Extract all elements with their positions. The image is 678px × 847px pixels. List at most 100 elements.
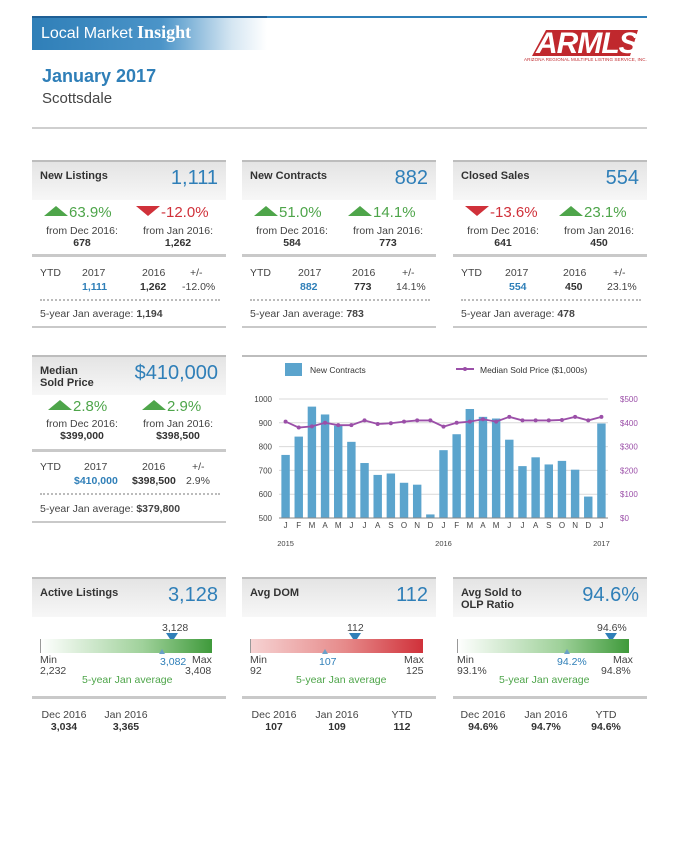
gauge-current-label: 112: [347, 622, 364, 634]
x-tick-label: D: [585, 521, 591, 530]
five-year-average: 5-year Jan average: 1,194: [40, 308, 163, 320]
y-tick-right: $0: [620, 514, 629, 523]
gauge-min-value: 92: [250, 665, 262, 677]
gauge-average-value: 107: [319, 656, 337, 668]
change-from-dec: 51.0%: [254, 204, 322, 221]
gauge-min-value: 2,232: [40, 665, 67, 677]
gauge-max-label: Max: [613, 654, 633, 666]
average-marker-icon: [564, 649, 570, 654]
card-value: 3,128: [167, 584, 218, 606]
dotted-divider: [40, 299, 220, 301]
up-arrow-icon: [48, 400, 72, 410]
price-point: [375, 421, 380, 426]
divider: [453, 254, 647, 257]
price-point: [573, 414, 578, 419]
chart-bar: [570, 469, 580, 518]
price-point: [388, 421, 393, 426]
down-arrow-icon: [465, 206, 489, 216]
change-from-jan: 23.1%: [559, 204, 627, 221]
x-tick-label: J: [520, 521, 524, 530]
jan-2016-stat: Jan 2016 109: [315, 709, 359, 733]
y-tick-right: $100: [620, 490, 638, 499]
legend-swatch-point: [463, 367, 467, 371]
average-marker-icon: [159, 649, 165, 654]
ytd-2016-value: 773: [354, 281, 372, 293]
header-rule: [267, 16, 647, 18]
price-point: [559, 417, 564, 422]
chart-bar: [307, 406, 317, 518]
card-header: Closed Sales 554: [453, 160, 647, 200]
dec-2016-stat: Dec 2016 107: [251, 709, 297, 733]
card-header: Median Sold Price $410,000: [32, 355, 226, 395]
x-tick-label: J: [599, 521, 603, 530]
ytd-2017-value: 1,111: [82, 281, 108, 293]
from-dec-text: from Dec 2016: $399,000: [46, 418, 118, 442]
up-arrow-icon: [559, 206, 583, 216]
gauge-current-label: 94.6%: [597, 622, 627, 634]
price-point: [441, 424, 446, 429]
gauge-min-value: 93.1%: [457, 665, 487, 677]
price-point: [296, 425, 301, 430]
gauge-min-label: Min: [457, 654, 474, 666]
gauge-average-label: 5-year Jan average: [296, 674, 387, 686]
ytd-2017-header: 2017: [84, 461, 108, 473]
legend-label: Median Sold Price ($1,000s): [480, 365, 587, 375]
dec-2016-stat: Dec 2016 3,034: [41, 709, 87, 733]
gauge-min-label: Min: [250, 654, 267, 666]
ytd-change-value: 14.1%: [396, 281, 426, 293]
price-point: [467, 419, 472, 424]
from-dec-text: from Dec 2016: 641: [467, 225, 539, 249]
change-from-jan: 2.9%: [142, 398, 201, 415]
ytd-label: YTD: [40, 461, 61, 473]
ytd-2017-value: $410,000: [74, 475, 118, 487]
gauge-max-value: 125: [406, 665, 424, 677]
dotted-divider: [250, 299, 430, 301]
ytd-2016-header: 2016: [352, 267, 376, 279]
gauge-max-label: Max: [404, 654, 424, 666]
ytd-2016-header: 2016: [563, 267, 587, 279]
ytd-stat: YTD 112: [391, 709, 413, 733]
divider: [32, 449, 226, 452]
y-tick-left: 700: [259, 466, 273, 475]
dotted-divider: [461, 299, 641, 301]
ytd-2017-value: 882: [300, 281, 318, 293]
change-from-dec: 2.8%: [48, 398, 107, 415]
card-title: New Listings: [40, 170, 108, 182]
chart-bar: [505, 439, 514, 518]
x-tick-label: J: [442, 521, 446, 530]
median-sold-price-card: Median Sold Price $410,000 2.8% 2.9% from…: [32, 355, 226, 525]
gauge-average-value: 3,082: [160, 656, 187, 668]
chart-bar: [281, 454, 290, 518]
gauge-max-label: Max: [192, 654, 212, 666]
gauge-max-value: 94.8%: [601, 665, 631, 677]
x-tick-label: J: [349, 521, 353, 530]
chart-bar: [544, 464, 553, 518]
change-from-dec: 63.9%: [44, 204, 112, 221]
chart-bar: [557, 460, 567, 518]
chart-bar: [452, 434, 461, 518]
ytd-2017-header: 2017: [82, 267, 106, 279]
x-tick-label: O: [559, 521, 565, 530]
average-marker-icon: [322, 649, 328, 654]
chart-bar: [360, 463, 369, 518]
price-point: [323, 420, 328, 425]
card-title: New Contracts: [250, 170, 328, 182]
jan-2016-stat: Jan 2016 94.7%: [524, 709, 568, 733]
chart-bar: [439, 450, 448, 518]
y-tick-left: 500: [259, 514, 273, 523]
ytd-change-header: +/-: [402, 267, 415, 279]
gauge-bar: [250, 639, 423, 653]
price-point: [349, 423, 354, 428]
price-point: [546, 418, 551, 423]
current-marker-icon: [349, 633, 361, 642]
logo-text: ARMLS: [536, 27, 639, 60]
y-tick-left: 800: [259, 443, 273, 452]
down-arrow-icon: [136, 206, 160, 216]
ytd-2017-header: 2017: [298, 267, 322, 279]
up-arrow-icon: [142, 400, 166, 410]
gauge-average-label: 5-year Jan average: [82, 674, 173, 686]
x-tick-label: J: [284, 521, 288, 530]
x-tick-label: M: [335, 521, 342, 530]
y-tick-left: 900: [259, 419, 273, 428]
price-point: [336, 423, 341, 428]
